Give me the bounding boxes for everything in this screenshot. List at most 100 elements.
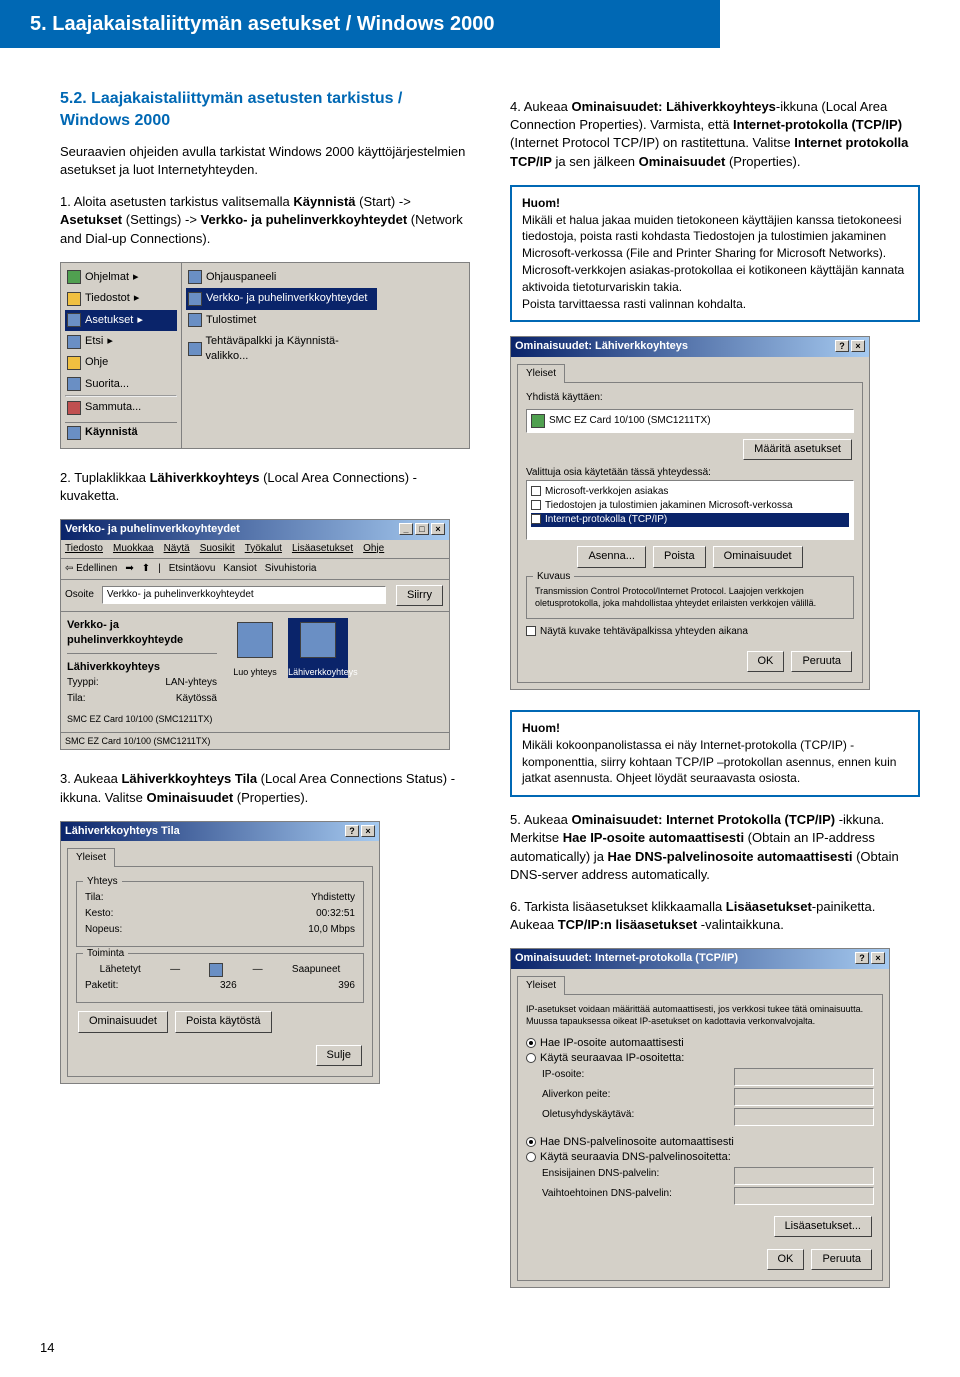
step6-kw1: Lisäasetukset [726,899,812,914]
start-item-sammuta[interactable]: Sammuta... [65,397,177,418]
component-fileshare[interactable]: Tiedostojen ja tulostimien jakaminen Mic… [531,499,849,513]
tcpip-tab-general[interactable]: Yleiset [517,976,565,995]
tb-folders[interactable]: Kansiot [223,562,256,576]
radio-auto-dns[interactable]: Hae DNS-palvelinosoite automaattisesti [526,1135,874,1150]
adapter-name: SMC EZ Card 10/100 (SMC1211TX) [549,414,711,428]
radio-auto-dns-btn[interactable] [526,1137,536,1147]
radio-static-ip[interactable]: Käytä seuraavaa IP-osoitetta: [526,1051,874,1066]
printers-icon [188,313,202,327]
help-icon[interactable]: ? [345,825,359,837]
step4-kw2: Internet-protokolla (TCP/IP) [733,117,902,132]
close-icon[interactable]: × [431,523,445,535]
back-button[interactable]: ⇦ Edellinen [65,562,117,576]
st-tila-l: Tila: [85,891,104,905]
netconn-statusbar: SMC EZ Card 10/100 (SMC1211TX) [61,732,449,750]
status-disable-button[interactable]: Poista käytöstä [175,1011,272,1032]
tb-search[interactable]: Etsintäovu [169,562,216,576]
close-icon[interactable]: × [361,825,375,837]
address-field[interactable]: Verkko- ja puhelinverkkoyhteydet [102,586,386,604]
submenu-tehtavapalkki[interactable]: Tehtäväpalkki ja Käynnistä-valikko... [186,331,377,368]
tila-v: Käytössä [176,692,217,706]
status-close-button[interactable]: Sulje [316,1045,362,1066]
packets-sent: 326 [220,979,237,993]
chk-tcpip[interactable]: ✓ [531,514,541,524]
menu-ohje[interactable]: Ohje [363,543,384,554]
show-icon-row[interactable]: Näytä kuvake tehtäväpalkissa yhteyden ai… [526,625,854,639]
submenu-verkko[interactable]: Verkko- ja puhelinverkkoyhteydet [186,288,377,309]
windows-icon [67,426,81,440]
icon-new-connection[interactable]: Luo yhteys [225,618,285,678]
props-titlebar: Ominaisuudet: Lähiverkkoyhteys ?× [511,337,869,356]
status-tab-general[interactable]: Yleiset [67,848,115,867]
start-item-asetukset[interactable]: Asetukset ▸ [65,310,177,331]
controlpanel-icon [188,270,202,284]
start-asetukset-label: Asetukset [85,313,133,328]
minimize-icon[interactable]: _ [399,523,413,535]
maximize-icon[interactable]: □ [415,523,429,535]
help-icon[interactable]: ? [835,340,849,352]
radio-static-dns[interactable]: Käytä seuraavia DNS-palvelinosoitetta: [526,1150,874,1165]
component-msclient[interactable]: Microsoft-verkkojen asiakas [531,485,849,499]
step1-pre: 1. Aloita asetusten tarkistus valitsemal… [60,194,293,209]
go-button[interactable]: Siirry [396,585,443,606]
tcpip-cancel-button[interactable]: Peruuta [811,1249,872,1270]
props-ok-button[interactable]: OK [747,651,785,672]
tcpip-advanced-button[interactable]: Lisäasetukset... [774,1216,872,1237]
intro-text: Seuraavien ohjeiden avulla tarkistat Win… [60,143,470,179]
submenu-ohjauspaneeli[interactable]: Ohjauspaneeli [186,267,377,288]
menu-nayta[interactable]: Näytä [164,543,190,554]
menu-lisaasetukset[interactable]: Lisäasetukset [292,543,353,554]
configure-button[interactable]: Määritä asetukset [743,439,852,460]
props-cancel-button[interactable]: Peruuta [791,651,852,672]
menu-muokkaa[interactable]: Muokkaa [113,543,154,554]
component-tcpip[interactable]: ✓ Internet-protokolla (TCP/IP) [531,513,849,527]
dns1-field [734,1167,874,1185]
close-icon[interactable]: × [871,952,885,964]
status-properties-button[interactable]: Ominaisuudet [78,1011,168,1032]
c3-label: Internet-protokolla (TCP/IP) [545,514,667,525]
radio-static-ip-btn[interactable] [526,1053,536,1063]
sub-ohjaus-label: Ohjauspaneeli [206,270,276,285]
menu-tiedosto[interactable]: Tiedosto [65,543,103,554]
radio-auto-ip[interactable]: Hae IP-osoite automaattisesti [526,1036,874,1051]
close-icon[interactable]: × [851,340,865,352]
props-properties-button[interactable]: Ominaisuudet [713,546,803,567]
help-icon[interactable]: ? [855,952,869,964]
step3-pre: 3. Aukeaa [60,771,121,786]
programs-icon [67,270,81,284]
menu-suosikit[interactable]: Suosikit [200,543,235,554]
group-toiminta: Toiminta Lähetetyt——Saapuneet Paketit:32… [76,953,364,1003]
taskbar-icon [188,342,202,356]
tb-history[interactable]: Sivuhistoria [265,562,317,576]
start-item-ohje[interactable]: Ohje [65,352,177,373]
fwd-button[interactable]: ➡ [125,562,133,576]
sub-tulostimet-label: Tulostimet [206,313,256,328]
tcpip-ok-button[interactable]: OK [767,1249,805,1270]
uninstall-button[interactable]: Poista [653,546,706,567]
start-item-tiedostot[interactable]: Tiedostot ▸ [65,288,177,309]
props-tab-general[interactable]: Yleiset [517,364,565,383]
netconn-leftpanel: Verkko- ja puhelinverkkoyhteyde Lähiverk… [67,618,217,726]
chk-fileshare[interactable] [531,500,541,510]
step6-kw2: TCP/IP:n lisäasetukset [558,917,697,932]
mask-field [734,1088,874,1106]
step-3: 3. Aukeaa Lähiverkkoyhteys Tila (Local A… [60,770,470,806]
start-item-ohjelmat[interactable]: Ohjelmat ▸ [65,267,177,288]
gw-label: Oletusyhdyskäytävä: [542,1108,634,1126]
status-tab-panel: Yhteys Tila:Yhdistetty Kesto:00:32:51 No… [67,866,373,1077]
start-button[interactable]: Käynnistä [65,422,177,443]
up-button[interactable]: ⬆ [142,562,150,576]
search-icon [67,335,81,349]
chk-showicon[interactable] [526,626,536,636]
step1-kw1: Käynnistä [293,194,355,209]
menu-tyokalut[interactable]: Työkalut [245,543,282,554]
icon-lan-connection[interactable]: Lähiverkkoyhteys [288,618,348,678]
start-item-suorita[interactable]: Suorita... [65,374,177,395]
start-item-etsi[interactable]: Etsi ▸ [65,331,177,352]
radio-auto-ip-btn[interactable] [526,1038,536,1048]
install-button[interactable]: Asenna... [577,546,645,567]
submenu-tulostimet[interactable]: Tulostimet [186,310,377,331]
status-body: Yleiset Yhteys Tila:Yhdistetty Kesto:00:… [61,841,379,1083]
radio-static-dns-btn[interactable] [526,1152,536,1162]
chk-msclient[interactable] [531,486,541,496]
